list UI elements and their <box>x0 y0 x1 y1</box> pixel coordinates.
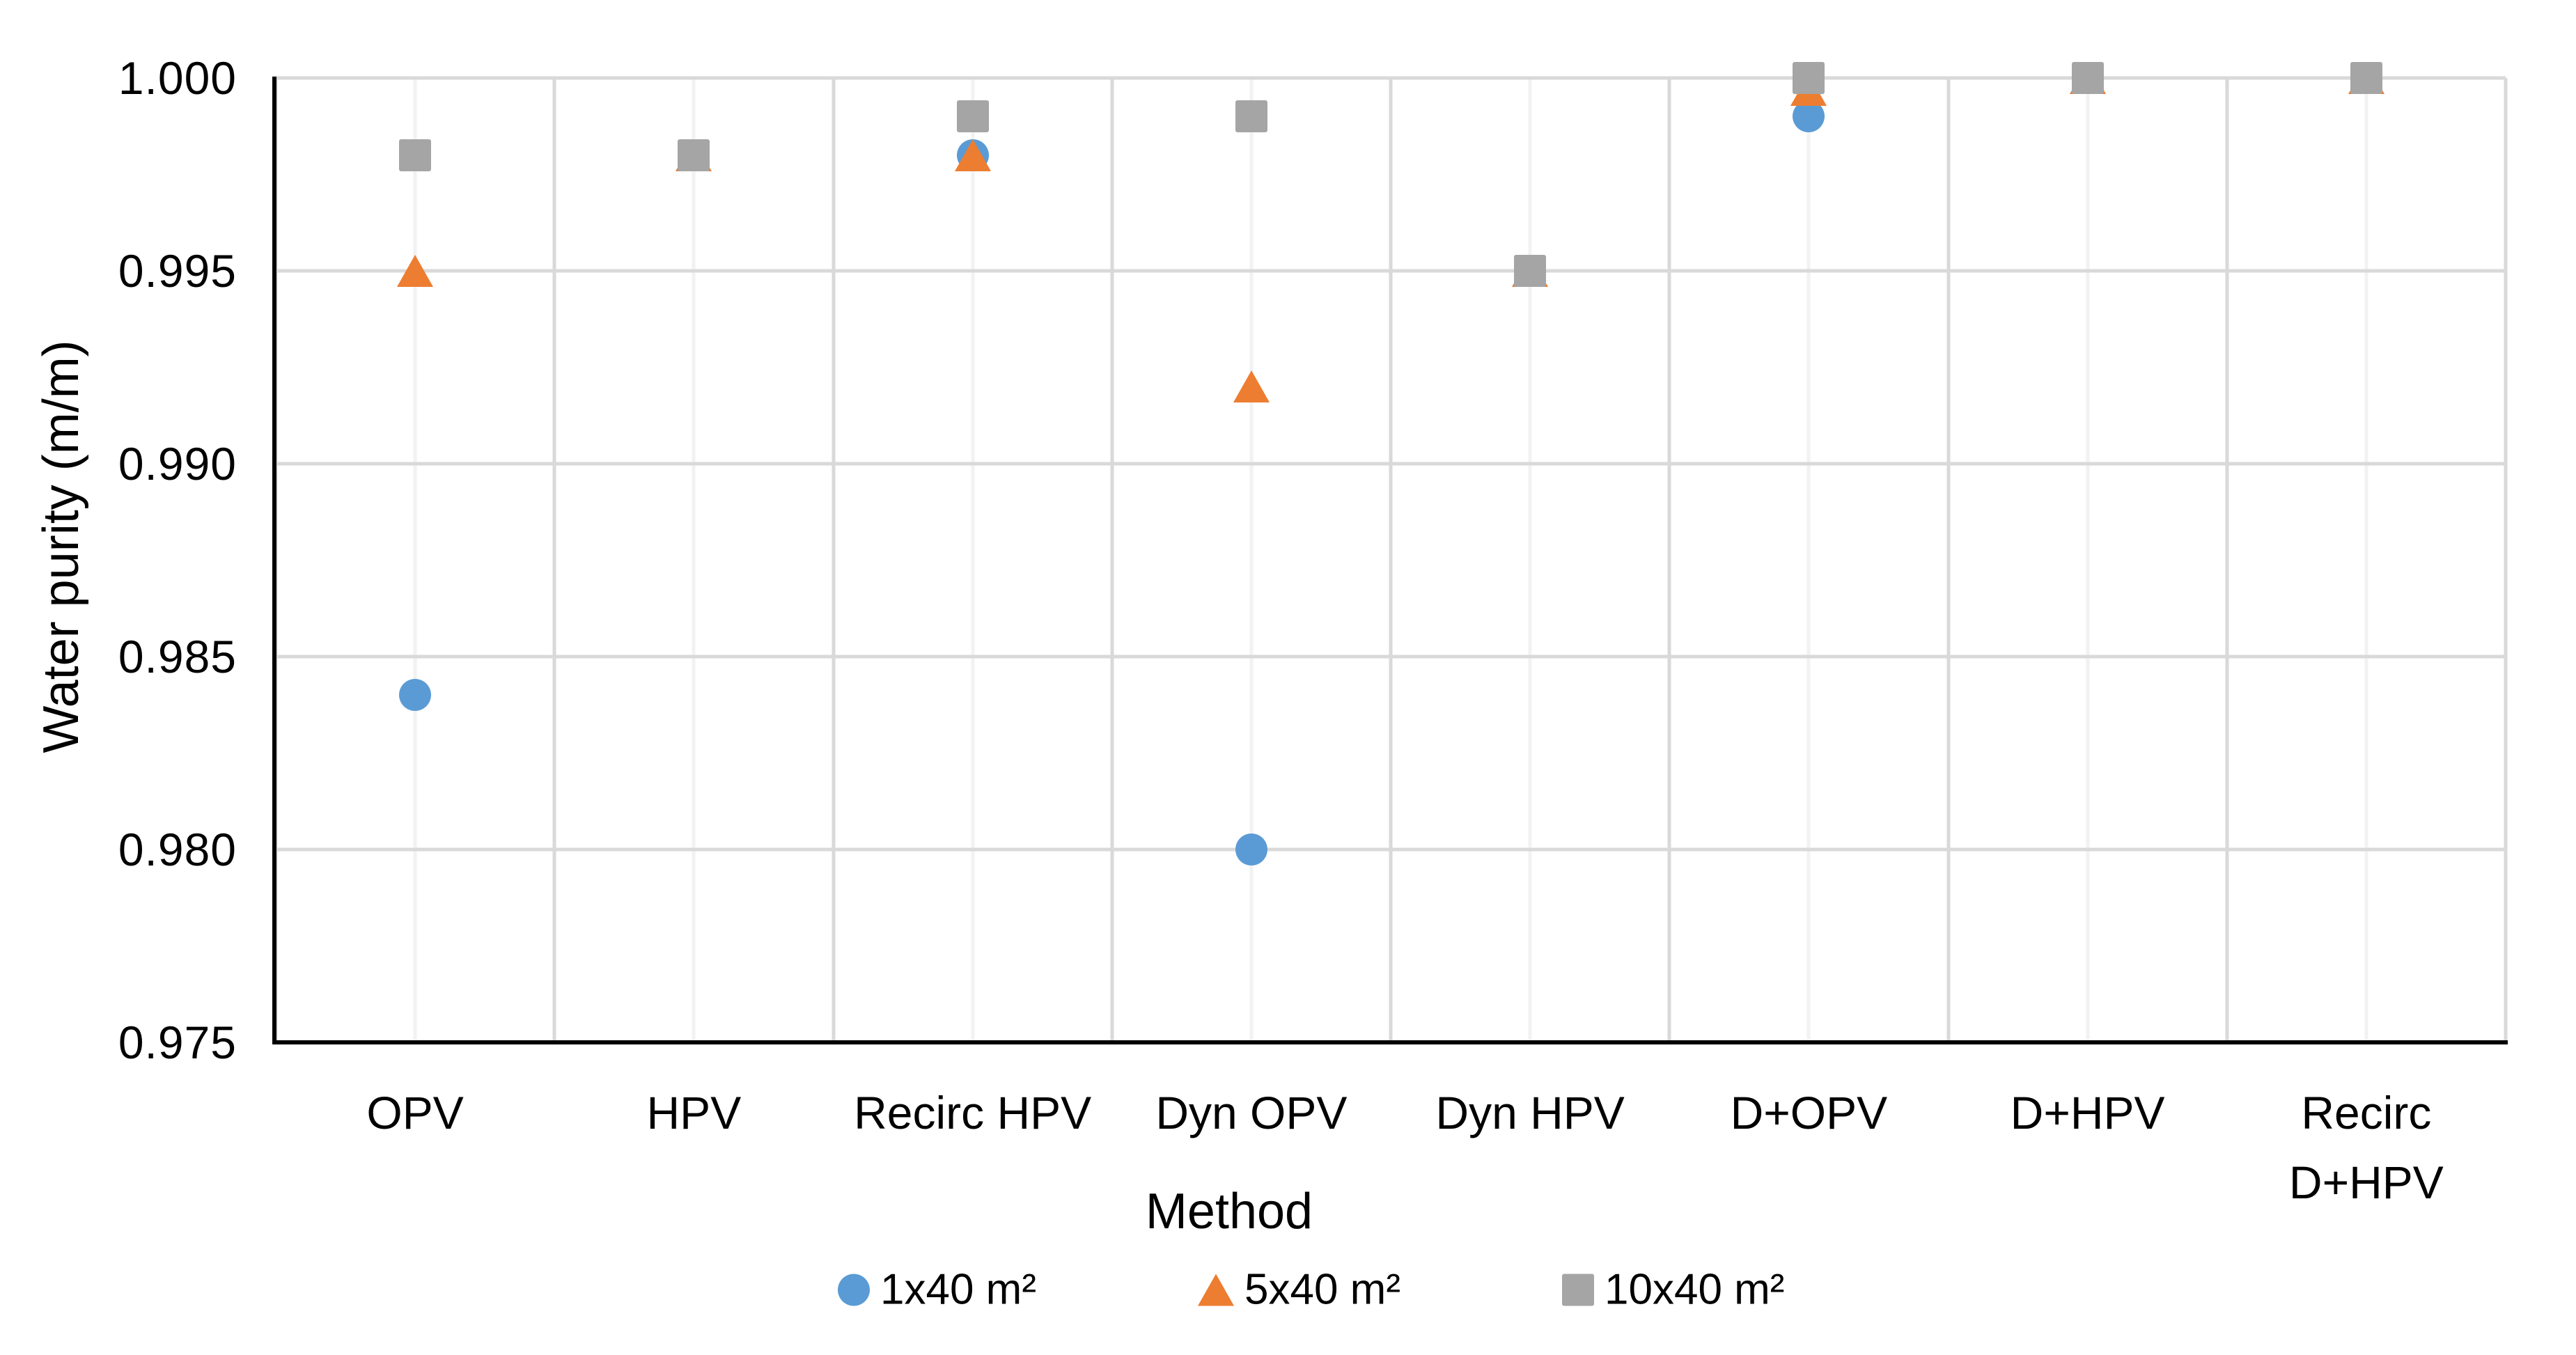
y-tick-label: 0.985 <box>118 631 237 682</box>
data-point <box>954 139 991 171</box>
square-marker-icon <box>399 139 432 171</box>
y-tick-label: 1.000 <box>118 52 237 104</box>
data-point <box>1793 62 1825 94</box>
gridline-vertical-major <box>1389 78 1393 1042</box>
data-point <box>678 139 710 171</box>
gridline-vertical-minor <box>2364 78 2368 1042</box>
gridline-horizontal-major <box>276 462 2506 466</box>
gridline-vertical-minor <box>1806 78 1811 1042</box>
data-point <box>956 100 989 133</box>
gridline-vertical-minor <box>971 78 975 1042</box>
square-marker-icon <box>2071 62 2104 94</box>
circle-marker-icon <box>399 679 432 712</box>
gridline-vertical-minor <box>1528 78 1532 1042</box>
legend-item: 10x40 m² <box>1562 1265 1784 1315</box>
gridline-horizontal-major <box>276 655 2506 659</box>
circle-marker-icon <box>1235 833 1267 866</box>
gridline-vertical-major <box>1110 78 1114 1042</box>
x-tick-label: HPV <box>646 1087 742 1138</box>
gridline-vertical-minor <box>2086 78 2090 1042</box>
gridline-vertical-major <box>552 78 556 1042</box>
circle-marker-icon <box>838 1274 870 1306</box>
legend-label: 1x40 m² <box>880 1265 1036 1314</box>
gridline-horizontal-major <box>276 847 2506 852</box>
data-point <box>399 139 432 171</box>
square-marker-icon <box>1235 100 1267 133</box>
square-marker-icon <box>1793 62 1825 94</box>
legend-item: 5x40 m² <box>1198 1265 1400 1315</box>
y-axis-title: Water purity (m/m) <box>33 340 89 753</box>
gridline-vertical-minor <box>1249 78 1254 1042</box>
x-tick-label: Dyn OPV <box>1155 1087 1348 1138</box>
y-tick-label: 0.975 <box>118 1017 237 1068</box>
y-tick-label: 0.990 <box>118 438 237 489</box>
data-point <box>1235 833 1267 866</box>
legend-label: 10x40 m² <box>1605 1265 1785 1314</box>
x-axis-title: Method <box>1145 1184 1313 1239</box>
circle-marker-icon <box>1793 100 1825 133</box>
gridline-vertical-major <box>1667 78 1671 1042</box>
gridline-horizontal-major <box>276 76 2506 80</box>
square-marker-icon <box>1514 255 1547 287</box>
data-point <box>1793 100 1825 133</box>
gridline-vertical-major <box>2225 78 2229 1042</box>
triangle-marker-icon <box>1233 370 1270 403</box>
y-axis-line <box>272 77 276 1044</box>
plot-area <box>274 62 2508 1044</box>
x-tick-label: Recirc HPV <box>854 1087 1092 1138</box>
x-tick-label: OPV <box>366 1087 464 1138</box>
data-point <box>1235 100 1267 133</box>
x-tick-label: Recirc D+HPV <box>2288 1087 2444 1208</box>
triangle-marker-icon <box>397 255 434 287</box>
data-point <box>2350 62 2382 94</box>
data-point <box>397 255 434 287</box>
square-marker-icon <box>678 139 710 171</box>
data-point <box>1514 255 1547 287</box>
x-tick-label: D+HPV <box>2010 1087 2165 1138</box>
y-tick-label: 0.980 <box>118 824 237 875</box>
legend-item: 1x40 m² <box>838 1265 1036 1315</box>
triangle-marker-icon <box>1198 1274 1234 1306</box>
gridline-vertical-minor <box>692 78 696 1042</box>
gridline-vertical-major <box>1946 78 1950 1042</box>
x-tick-label: D+OPV <box>1730 1087 1888 1138</box>
x-tick-label: Dyn HPV <box>1435 1087 1625 1138</box>
data-point <box>399 679 432 712</box>
gridline-horizontal-major <box>276 269 2506 273</box>
data-point <box>2071 62 2104 94</box>
legend-label: 5x40 m² <box>1244 1265 1400 1314</box>
x-axis-line <box>272 1040 2508 1044</box>
data-point <box>1233 370 1270 403</box>
square-marker-icon <box>2350 62 2382 94</box>
square-marker-icon <box>956 100 989 133</box>
square-marker-icon <box>1562 1274 1594 1306</box>
triangle-marker-icon <box>954 139 991 171</box>
gridline-vertical-major <box>2504 78 2508 1042</box>
y-tick-label: 0.995 <box>118 245 237 297</box>
gridline-vertical-minor <box>413 78 417 1042</box>
gridline-vertical-major <box>832 78 835 1042</box>
